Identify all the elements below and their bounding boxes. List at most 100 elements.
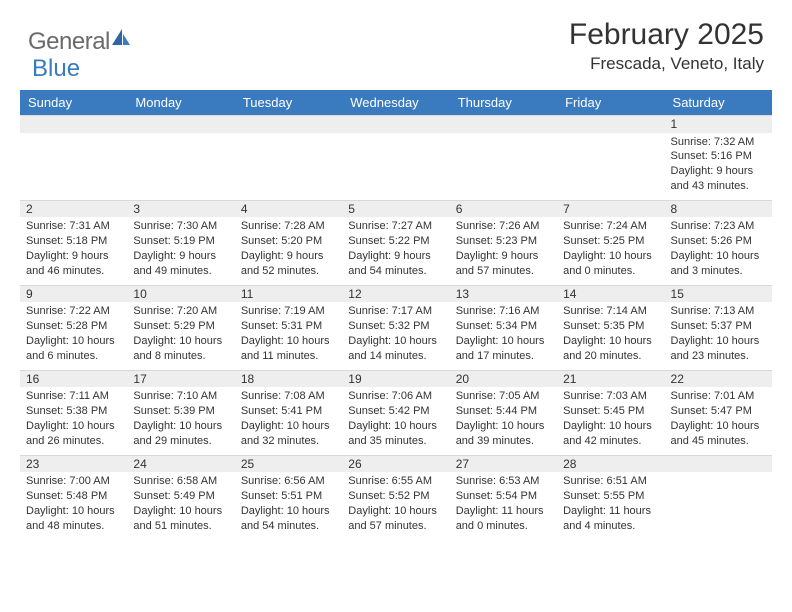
sunrise-text: Sunrise: 7:30 AM: [133, 219, 228, 234]
daylight-text: Daylight: 11 hours: [563, 504, 658, 519]
sunset-text: Sunset: 5:20 PM: [241, 234, 336, 249]
day-cell: [20, 133, 127, 201]
daylight-text: Daylight: 11 hours: [456, 504, 551, 519]
daylight-text: and 35 minutes.: [348, 434, 443, 449]
day-number: 27: [450, 455, 557, 472]
day-content-row: Sunrise: 7:22 AMSunset: 5:28 PMDaylight:…: [20, 302, 772, 370]
weekday-header: Sunday: [20, 90, 127, 116]
day-cell: Sunrise: 7:26 AMSunset: 5:23 PMDaylight:…: [450, 217, 557, 285]
daylight-text: Daylight: 10 hours: [671, 334, 766, 349]
day-number-row: 1: [20, 116, 772, 133]
sunset-text: Sunset: 5:44 PM: [456, 404, 551, 419]
weekday-header-row: Sunday Monday Tuesday Wednesday Thursday…: [20, 90, 772, 116]
day-number: 21: [557, 370, 664, 387]
daylight-text: and 3 minutes.: [671, 264, 766, 279]
day-number: 15: [665, 285, 772, 302]
header: General February 2025 Frescada, Veneto, …: [0, 0, 792, 82]
sunset-text: Sunset: 5:28 PM: [26, 319, 121, 334]
day-cell: [342, 133, 449, 201]
daylight-text: Daylight: 10 hours: [348, 334, 443, 349]
daylight-text: Daylight: 10 hours: [26, 334, 121, 349]
daylight-text: and 17 minutes.: [456, 349, 551, 364]
sail-icon: [110, 27, 132, 52]
daylight-text: Daylight: 10 hours: [133, 334, 228, 349]
sunrise-text: Sunrise: 6:58 AM: [133, 474, 228, 489]
day-cell: Sunrise: 7:11 AMSunset: 5:38 PMDaylight:…: [20, 387, 127, 455]
daylight-text: and 11 minutes.: [241, 349, 336, 364]
brand-logo: General: [28, 28, 134, 56]
daylight-text: Daylight: 10 hours: [563, 249, 658, 264]
sunrise-text: Sunrise: 6:56 AM: [241, 474, 336, 489]
sunset-text: Sunset: 5:48 PM: [26, 489, 121, 504]
sunset-text: Sunset: 5:47 PM: [671, 404, 766, 419]
day-cell: Sunrise: 7:01 AMSunset: 5:47 PMDaylight:…: [665, 387, 772, 455]
daylight-text: Daylight: 10 hours: [241, 334, 336, 349]
day-number: 14: [557, 285, 664, 302]
daylight-text: Daylight: 10 hours: [348, 504, 443, 519]
sunrise-text: Sunrise: 7:10 AM: [133, 389, 228, 404]
day-cell: Sunrise: 7:13 AMSunset: 5:37 PMDaylight:…: [665, 302, 772, 370]
sunrise-text: Sunrise: 7:31 AM: [26, 219, 121, 234]
daylight-text: Daylight: 9 hours: [348, 249, 443, 264]
day-number: 11: [235, 285, 342, 302]
daylight-text: and 32 minutes.: [241, 434, 336, 449]
day-number: 17: [127, 370, 234, 387]
sunrise-text: Sunrise: 7:19 AM: [241, 304, 336, 319]
sunrise-text: Sunrise: 7:06 AM: [348, 389, 443, 404]
day-number: [665, 455, 772, 472]
sunrise-text: Sunrise: 7:08 AM: [241, 389, 336, 404]
daylight-text: and 43 minutes.: [671, 179, 766, 194]
day-cell: Sunrise: 7:23 AMSunset: 5:26 PMDaylight:…: [665, 217, 772, 285]
daylight-text: and 54 minutes.: [348, 264, 443, 279]
sunrise-text: Sunrise: 7:13 AM: [671, 304, 766, 319]
day-cell: Sunrise: 7:14 AMSunset: 5:35 PMDaylight:…: [557, 302, 664, 370]
day-cell: Sunrise: 7:17 AMSunset: 5:32 PMDaylight:…: [342, 302, 449, 370]
day-number: 16: [20, 370, 127, 387]
day-number: [342, 116, 449, 133]
day-cell: Sunrise: 7:03 AMSunset: 5:45 PMDaylight:…: [557, 387, 664, 455]
sunrise-text: Sunrise: 7:17 AM: [348, 304, 443, 319]
day-cell: Sunrise: 6:53 AMSunset: 5:54 PMDaylight:…: [450, 472, 557, 539]
daylight-text: Daylight: 10 hours: [563, 334, 658, 349]
daylight-text: and 23 minutes.: [671, 349, 766, 364]
day-cell: Sunrise: 7:32 AMSunset: 5:16 PMDaylight:…: [665, 133, 772, 201]
day-number: 8: [665, 200, 772, 217]
sunrise-text: Sunrise: 7:01 AM: [671, 389, 766, 404]
daylight-text: Daylight: 10 hours: [133, 419, 228, 434]
sunrise-text: Sunrise: 7:14 AM: [563, 304, 658, 319]
sunset-text: Sunset: 5:51 PM: [241, 489, 336, 504]
day-cell: [557, 133, 664, 201]
daylight-text: and 42 minutes.: [563, 434, 658, 449]
day-number: 6: [450, 200, 557, 217]
day-number: 12: [342, 285, 449, 302]
day-cell: Sunrise: 7:27 AMSunset: 5:22 PMDaylight:…: [342, 217, 449, 285]
daylight-text: Daylight: 10 hours: [348, 419, 443, 434]
day-number: 2: [20, 200, 127, 217]
sunset-text: Sunset: 5:42 PM: [348, 404, 443, 419]
day-cell: Sunrise: 7:30 AMSunset: 5:19 PMDaylight:…: [127, 217, 234, 285]
sunrise-text: Sunrise: 7:24 AM: [563, 219, 658, 234]
sunrise-text: Sunrise: 7:16 AM: [456, 304, 551, 319]
sunrise-text: Sunrise: 7:05 AM: [456, 389, 551, 404]
daylight-text: and 0 minutes.: [456, 519, 551, 534]
day-cell: Sunrise: 6:55 AMSunset: 5:52 PMDaylight:…: [342, 472, 449, 539]
sunset-text: Sunset: 5:26 PM: [671, 234, 766, 249]
sunrise-text: Sunrise: 7:26 AM: [456, 219, 551, 234]
sunset-text: Sunset: 5:49 PM: [133, 489, 228, 504]
day-cell: Sunrise: 7:28 AMSunset: 5:20 PMDaylight:…: [235, 217, 342, 285]
day-number: 7: [557, 200, 664, 217]
daylight-text: Daylight: 9 hours: [26, 249, 121, 264]
day-number: 18: [235, 370, 342, 387]
day-cell: [450, 133, 557, 201]
day-cell: Sunrise: 7:00 AMSunset: 5:48 PMDaylight:…: [20, 472, 127, 539]
daylight-text: and 57 minutes.: [456, 264, 551, 279]
daylight-text: Daylight: 10 hours: [241, 419, 336, 434]
daylight-text: and 8 minutes.: [133, 349, 228, 364]
day-number: 28: [557, 455, 664, 472]
sunrise-text: Sunrise: 7:00 AM: [26, 474, 121, 489]
day-number: 24: [127, 455, 234, 472]
daylight-text: Daylight: 10 hours: [241, 504, 336, 519]
sunset-text: Sunset: 5:22 PM: [348, 234, 443, 249]
day-number: 3: [127, 200, 234, 217]
sunrise-text: Sunrise: 7:03 AM: [563, 389, 658, 404]
